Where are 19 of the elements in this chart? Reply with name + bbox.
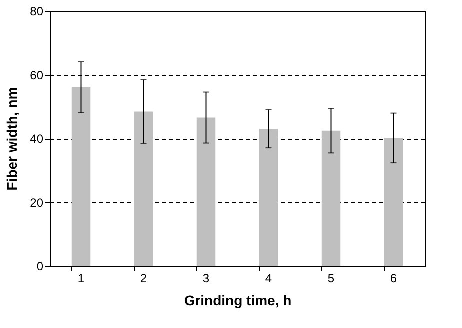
x-tick-label: 4 [265,272,272,286]
bar [322,130,341,266]
bar [384,138,404,266]
x-tick-label: 3 [202,272,210,286]
bar [196,118,216,266]
y-axis-title: Fiber width, nm [4,87,20,191]
y-tick-label: 0 [36,260,44,274]
x-tick-label: 2 [140,272,148,286]
x-tick-label: 6 [390,272,398,286]
bar [259,128,278,266]
bar [72,88,91,266]
x-tick-label: 1 [78,272,85,286]
x-axis-title: Grinding time, h [184,292,292,308]
y-tick-label: 40 [30,132,44,146]
x-tick-label: 5 [328,272,335,286]
bar [134,112,154,266]
y-tick-label: 20 [30,196,44,210]
y-tick-label: 60 [30,68,44,82]
y-tick-label: 80 [30,4,44,18]
